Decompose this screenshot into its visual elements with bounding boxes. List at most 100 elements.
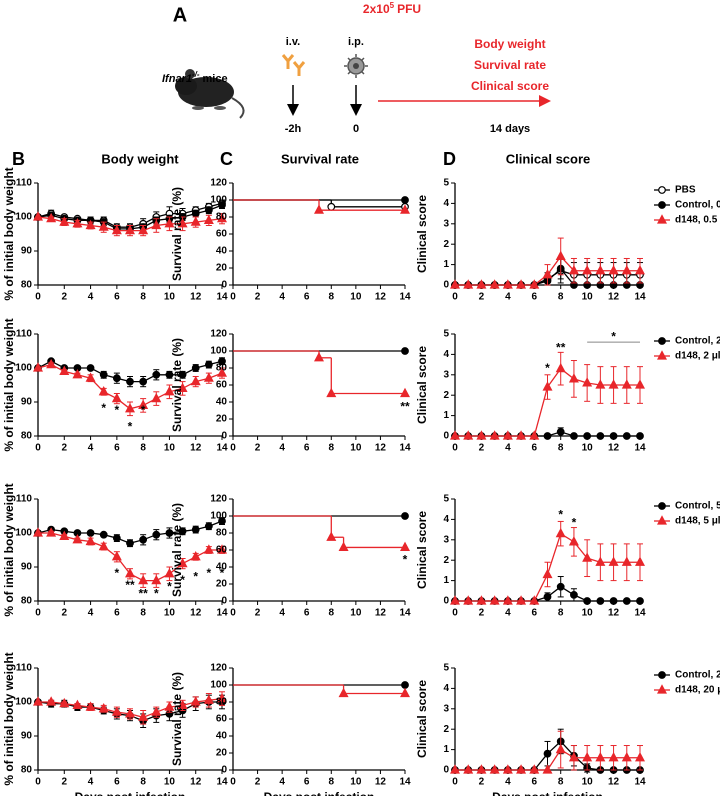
marker xyxy=(217,544,227,554)
marker xyxy=(59,530,70,541)
legend-marker xyxy=(657,515,667,525)
marker xyxy=(177,699,188,710)
y-tick-label: 100 xyxy=(15,363,32,374)
mouse-strain: Ifnar1 xyxy=(162,73,192,85)
marker xyxy=(636,432,644,440)
marker xyxy=(204,522,213,531)
marker xyxy=(314,204,324,214)
marker xyxy=(401,347,409,355)
legend-marker xyxy=(657,214,667,224)
y-axis-title: % of initial body weight xyxy=(2,318,16,451)
y-tick-label: 0 xyxy=(443,596,449,607)
x-tick-label: 6 xyxy=(532,292,538,303)
x-tick-label: 6 xyxy=(304,608,310,619)
marker xyxy=(476,595,487,605)
marker xyxy=(621,751,632,762)
x-tick-label: 12 xyxy=(190,777,202,788)
x-tick-label: 14 xyxy=(399,292,411,303)
y-tick-label: 4 xyxy=(443,683,449,694)
marker xyxy=(568,751,579,762)
marker xyxy=(635,751,645,762)
x-tick-label: 14 xyxy=(399,443,411,454)
marker xyxy=(46,212,57,223)
x-tick-label: 0 xyxy=(35,777,41,788)
marker xyxy=(568,536,579,546)
y-tick-label: 110 xyxy=(16,329,33,340)
x-tick-label: 4 xyxy=(505,443,511,454)
marker xyxy=(111,224,122,235)
x-tick-label: 12 xyxy=(190,292,202,303)
marker xyxy=(125,403,135,413)
panel-label: D xyxy=(443,149,456,169)
x-tick-label: 0 xyxy=(452,608,458,619)
x-tick-label: 12 xyxy=(375,608,387,619)
marker xyxy=(191,209,200,218)
x-tick-label: 0 xyxy=(230,443,236,454)
x-tick-label: 4 xyxy=(505,777,511,788)
legend-marker xyxy=(657,350,667,360)
marker xyxy=(502,595,513,605)
x-tick-label: 14 xyxy=(399,777,411,788)
y-axis-title: Survival rate (%) xyxy=(170,503,184,597)
significance: * xyxy=(207,566,212,580)
marker xyxy=(178,527,187,536)
y-tick-label: 40 xyxy=(216,731,228,742)
marker xyxy=(112,534,121,542)
x-tick-label: 6 xyxy=(532,443,538,454)
marker xyxy=(177,218,188,228)
marker xyxy=(164,218,175,228)
panel-label: A xyxy=(173,4,187,26)
marker xyxy=(516,279,527,289)
dose: 2x10 xyxy=(363,2,390,16)
legend-marker xyxy=(658,671,666,679)
marker xyxy=(59,697,70,708)
marker xyxy=(489,430,500,440)
x-tick-label: 4 xyxy=(88,292,94,303)
marker xyxy=(85,701,96,711)
x-tick-label: 0 xyxy=(230,777,236,788)
legend-label: PBS xyxy=(675,185,696,196)
marker xyxy=(99,530,108,539)
marker xyxy=(582,552,593,562)
marker xyxy=(59,365,70,375)
marker xyxy=(635,379,645,389)
y-tick-label: 40 xyxy=(216,397,228,408)
significance: ** xyxy=(125,578,135,592)
significance: * xyxy=(403,552,408,566)
marker xyxy=(582,751,593,762)
marker xyxy=(502,279,513,289)
marker xyxy=(218,517,226,525)
y-tick-label: 40 xyxy=(216,562,228,573)
marker xyxy=(111,551,122,561)
y-axis-title: Survival rate (%) xyxy=(170,187,184,281)
marker xyxy=(450,764,460,774)
y-tick-label: 100 xyxy=(15,528,32,539)
x-tick-label: 12 xyxy=(608,777,620,788)
marker xyxy=(595,379,606,389)
marker xyxy=(595,556,606,566)
x-tick-label: 10 xyxy=(582,443,594,454)
x-tick-label: 12 xyxy=(190,608,202,619)
marker xyxy=(621,264,632,275)
marker xyxy=(46,358,57,369)
x-axis-title: Days post infection xyxy=(492,790,603,796)
marker xyxy=(568,373,579,383)
y-axis-title: Clinical score xyxy=(415,680,429,758)
legend-marker xyxy=(658,201,666,209)
y-tick-label: 0 xyxy=(443,765,449,776)
legend-label: d148, 2 μl xyxy=(675,351,720,362)
y-axis-title: Clinical score xyxy=(415,346,429,424)
marker xyxy=(111,706,122,716)
x-tick-label: 2 xyxy=(479,608,485,619)
x-tick-label: 0 xyxy=(35,443,41,454)
marker xyxy=(489,595,500,605)
marker xyxy=(164,386,175,396)
marker xyxy=(218,201,226,210)
x-tick-label: 14 xyxy=(216,292,228,303)
x-axis-title: Days post infection xyxy=(264,790,375,796)
significance: * xyxy=(220,566,225,580)
genotype: -/- xyxy=(192,70,200,79)
legend-label: Control, 2 μl xyxy=(675,336,720,347)
y-tick-label: 3 xyxy=(443,218,449,229)
marker xyxy=(125,708,135,718)
